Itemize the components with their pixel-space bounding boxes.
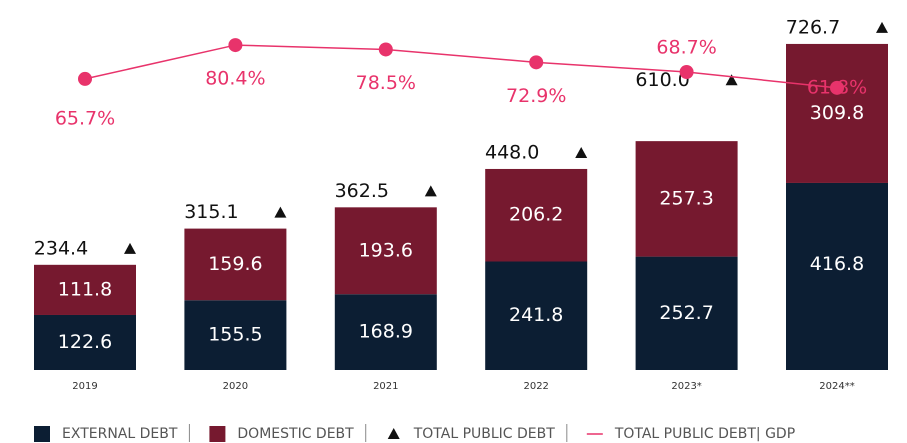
total-marker bbox=[424, 185, 437, 197]
total-marker bbox=[725, 74, 738, 86]
total-label: 610.0 bbox=[635, 69, 689, 91]
gdp-label: 72.9% bbox=[506, 85, 566, 107]
gdp-point bbox=[78, 71, 92, 86]
gdp-label: 61.8% bbox=[807, 76, 867, 98]
bar-value-label: 155.5 bbox=[208, 324, 262, 346]
total-label: 315.1 bbox=[184, 201, 238, 223]
bar-value-label: 252.7 bbox=[659, 302, 713, 324]
gdp-label: 78.5% bbox=[356, 72, 416, 94]
total-marker bbox=[575, 146, 588, 158]
bar-segment bbox=[334, 294, 437, 370]
gdp-point bbox=[228, 38, 243, 53]
total-label: 726.7 bbox=[786, 16, 840, 38]
bar-value-label: 193.6 bbox=[359, 239, 413, 261]
gdp-point bbox=[679, 64, 694, 79]
bar-segment bbox=[786, 43, 888, 183]
total-label: 234.4 bbox=[34, 237, 88, 259]
x-tick-label: 2022 bbox=[523, 381, 548, 392]
gdp-point bbox=[378, 42, 393, 57]
bar-value-label: 206.2 bbox=[509, 204, 563, 226]
total-marker bbox=[876, 21, 888, 33]
x-tick-label: 2021 bbox=[373, 381, 398, 392]
bar-segment bbox=[485, 261, 588, 370]
legend-label: DOMESTIC DEBT bbox=[237, 426, 354, 442]
bar-value-label: 159.6 bbox=[208, 253, 262, 275]
bar-segment bbox=[635, 141, 738, 257]
bar-value-label: 168.9 bbox=[359, 321, 413, 343]
bar-value-label: 257.3 bbox=[659, 187, 713, 209]
total-label: 362.5 bbox=[335, 180, 389, 202]
bar-segment bbox=[485, 168, 588, 262]
x-tick-label: 2024** bbox=[819, 381, 854, 392]
bar-segment bbox=[184, 300, 287, 370]
bar-value-label: 111.8 bbox=[58, 278, 112, 300]
bar-segment bbox=[34, 264, 136, 315]
bar-segment bbox=[635, 256, 738, 370]
legend-label: TOTAL PUBLIC DEBT bbox=[413, 426, 556, 442]
legend-swatch bbox=[209, 426, 226, 442]
gdp-point bbox=[830, 80, 844, 95]
bar-segment bbox=[786, 182, 888, 370]
gdp-line bbox=[84, 44, 838, 89]
x-tick-label: 2020 bbox=[223, 381, 248, 392]
bar-value-label: 122.6 bbox=[58, 331, 112, 353]
total-marker bbox=[124, 242, 136, 254]
legend-swatch bbox=[34, 426, 50, 442]
bar-value-label: 309.8 bbox=[810, 102, 864, 124]
total-label: 448.0 bbox=[485, 141, 539, 163]
legend-label: EXTERNAL DEBT bbox=[62, 426, 178, 442]
gdp-label: 80.4% bbox=[205, 68, 265, 90]
x-tick-label: 2019 bbox=[72, 381, 97, 392]
total-marker bbox=[274, 206, 287, 218]
gdp-label: 65.7% bbox=[55, 107, 115, 129]
legend-swatch bbox=[387, 428, 400, 439]
bar-segment bbox=[34, 314, 136, 370]
bar-segment bbox=[184, 228, 287, 301]
gdp-label: 68.7% bbox=[656, 36, 716, 58]
bar-segment bbox=[334, 207, 437, 295]
bar-value-label: 241.8 bbox=[509, 304, 563, 326]
bar-value-label: 416.8 bbox=[810, 253, 864, 275]
legend-label: TOTAL PUBLIC DEBT| GDP bbox=[614, 426, 795, 442]
gdp-point bbox=[529, 55, 544, 70]
x-tick-label: 2023* bbox=[671, 381, 701, 392]
